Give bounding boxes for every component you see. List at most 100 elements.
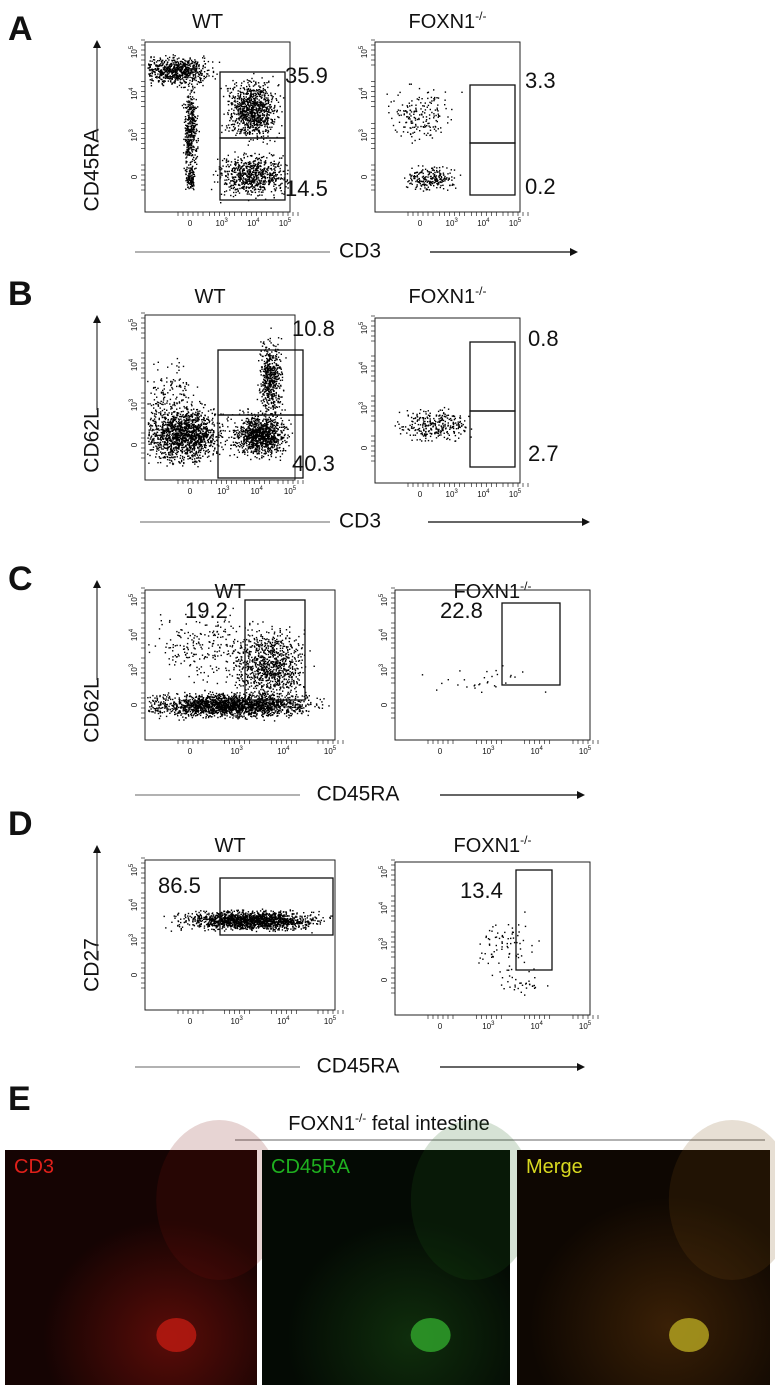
event-dot (180, 433, 181, 434)
event-dot (414, 176, 415, 177)
event-dot (230, 180, 231, 181)
event-dot (239, 177, 240, 178)
event-dot (191, 420, 192, 421)
event-dot (254, 129, 255, 130)
event-dot (267, 136, 268, 137)
event-dot (443, 181, 444, 182)
event-dot (208, 442, 209, 443)
event-dot (186, 427, 187, 428)
event-dot (420, 188, 421, 189)
event-dot (274, 170, 275, 171)
event-dot (160, 444, 161, 445)
event-dot (186, 161, 187, 162)
event-dot (197, 447, 198, 448)
event-dot (250, 112, 251, 113)
event-dot (248, 191, 249, 192)
event-dot (188, 415, 189, 416)
event-dot (206, 418, 207, 419)
event-dot (264, 98, 265, 99)
event-dot (235, 168, 236, 169)
event-dot (266, 109, 267, 110)
event-dot (257, 90, 258, 91)
event-dot (223, 114, 224, 115)
event-dot (234, 124, 235, 125)
event-dot (192, 61, 193, 62)
event-dot (441, 179, 442, 180)
event-dot (251, 177, 252, 178)
event-dot (195, 436, 196, 437)
event-dot (423, 182, 424, 183)
x-tick-label: 104 (247, 218, 260, 228)
event-dot (163, 77, 164, 78)
event-dot (240, 94, 241, 95)
event-dot (203, 55, 204, 56)
event-dot (209, 422, 210, 423)
event-dot (186, 156, 187, 157)
event-dot (185, 104, 186, 105)
event-dot (200, 437, 201, 438)
event-dot (172, 79, 173, 80)
event-dot (287, 435, 288, 436)
event-dot (187, 175, 188, 176)
event-dot (424, 177, 425, 178)
event-dot (281, 177, 282, 178)
event-dot (226, 162, 227, 163)
event-dot (199, 430, 200, 431)
event-dot (242, 113, 243, 114)
event-dot (186, 171, 187, 172)
event-dot (195, 73, 196, 74)
event-dot (427, 98, 428, 99)
event-dot (226, 160, 227, 161)
event-dot (211, 435, 212, 436)
x-tick-label: 103 (446, 218, 459, 228)
event-dot (207, 430, 208, 431)
event-dot (409, 118, 410, 119)
event-dot (217, 181, 218, 182)
event-dot (157, 60, 158, 61)
gate (470, 85, 515, 143)
event-dot (182, 451, 183, 452)
event-dot (189, 177, 190, 178)
event-dot (259, 112, 260, 113)
event-dot (243, 100, 244, 101)
event-dot (426, 119, 427, 120)
event-dot (240, 158, 241, 159)
event-dot (175, 442, 176, 443)
event-dot (245, 190, 246, 191)
event-dot (184, 431, 185, 432)
event-dot (259, 180, 260, 181)
event-dot (215, 78, 216, 79)
event-dot (267, 113, 268, 114)
event-dot (247, 91, 248, 92)
event-dot (275, 184, 276, 185)
event-dot (410, 110, 411, 111)
event-dot (175, 79, 176, 80)
event-dot (438, 97, 439, 98)
event-dot (435, 115, 436, 116)
event-dot (163, 435, 164, 436)
event-dot (419, 139, 420, 140)
event-dot (163, 82, 164, 83)
event-dot (150, 418, 151, 419)
event-dot (194, 120, 195, 121)
event-dot (269, 176, 270, 177)
event-dot (227, 112, 228, 113)
event-dot (156, 426, 157, 427)
event-dot (195, 427, 196, 428)
event-dot (429, 114, 430, 115)
event-dot (255, 160, 256, 161)
event-dot (187, 456, 188, 457)
event-dot (240, 179, 241, 180)
event-dot (180, 426, 181, 427)
event-dot (196, 157, 197, 158)
event-dot (287, 428, 288, 429)
event-dot (249, 177, 250, 178)
event-dot (194, 449, 195, 450)
event-dot (273, 108, 274, 109)
event-dot (264, 109, 265, 110)
event-dot (184, 76, 185, 77)
event-dot (167, 442, 168, 443)
y-axis-label: CD62L (81, 407, 104, 472)
event-dot (264, 104, 265, 105)
event-dot (195, 117, 196, 118)
